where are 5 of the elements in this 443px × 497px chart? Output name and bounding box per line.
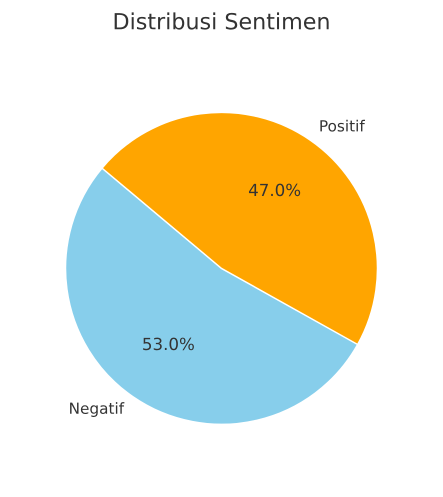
data-label: 53.0%: [143, 338, 194, 350]
slice-label: Positif: [320, 120, 366, 132]
data-label: 47.0%: [248, 184, 300, 196]
slice-label: Negatif: [70, 402, 124, 417]
chart-title: Distribusi Sentimen: [114, 12, 329, 30]
